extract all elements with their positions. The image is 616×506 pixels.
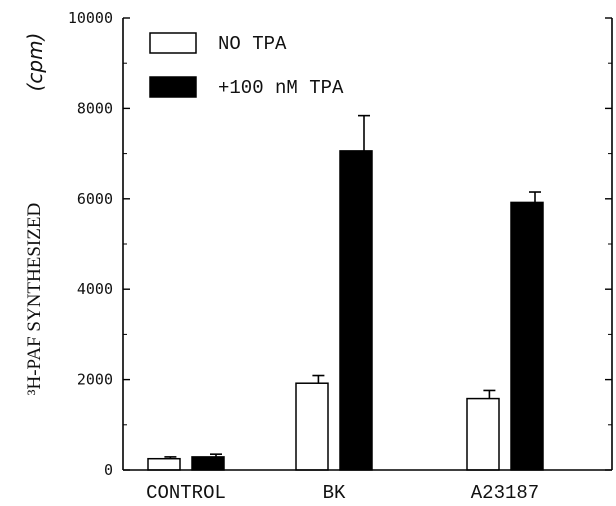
y-tick-label: 2000 — [77, 371, 113, 389]
legend-label-1: NO TPA — [218, 33, 287, 55]
y-tick-label: 0 — [104, 461, 113, 479]
bar-control-series-2 — [191, 456, 225, 471]
plot-area — [147, 114, 544, 471]
x-category-label: BK — [323, 482, 346, 504]
x-category-label: A23187 — [471, 482, 539, 504]
legend-swatch-1 — [149, 32, 197, 54]
bar-bk-series-2 — [339, 150, 373, 471]
bar-a23187-series-2 — [510, 201, 544, 471]
legend-label-2: +100 nM TPA — [218, 77, 344, 99]
y-tick-label: 6000 — [77, 190, 113, 208]
bar-control-series-1 — [147, 457, 181, 471]
legend-swatch-2 — [149, 76, 197, 98]
y-axis-label: ³H-PAF SYNTHESIZED — [24, 203, 45, 395]
x-category-label: CONTROL — [146, 482, 226, 504]
y-tick-label: 4000 — [77, 280, 113, 298]
bar-a23187-series-1 — [466, 397, 500, 471]
y-tick-label: 10000 — [68, 9, 113, 27]
y-axis-unit-label: (cpm) — [23, 33, 47, 92]
legend: NO TPA +100 nM TPA — [149, 32, 344, 99]
axes: 0 2000 4000 6000 8000 10000 CONTROL BK A23187 ³H-… — [23, 9, 613, 504]
y-tick-label: 8000 — [77, 99, 113, 117]
bar-bk-series-1 — [295, 382, 329, 471]
